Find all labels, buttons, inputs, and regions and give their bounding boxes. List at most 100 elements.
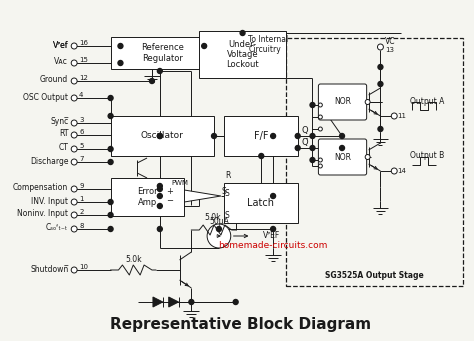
Text: S: S — [225, 189, 229, 197]
Text: +: + — [166, 187, 173, 195]
Circle shape — [233, 299, 238, 305]
Circle shape — [339, 133, 345, 138]
Circle shape — [377, 44, 383, 50]
Text: 16: 16 — [79, 40, 88, 46]
Circle shape — [207, 224, 231, 248]
Circle shape — [157, 133, 162, 138]
Text: CT: CT — [58, 144, 68, 152]
Circle shape — [202, 44, 207, 48]
Circle shape — [71, 95, 77, 101]
Text: 3: 3 — [79, 117, 83, 123]
Circle shape — [378, 127, 383, 132]
Text: Oscillator: Oscillator — [141, 132, 184, 140]
Text: Sync̅: Sync̅ — [50, 118, 68, 127]
Text: Error
Amp: Error Amp — [137, 187, 158, 207]
Text: Q: Q — [301, 127, 308, 135]
Circle shape — [310, 133, 315, 138]
Circle shape — [71, 159, 77, 165]
Circle shape — [319, 103, 322, 107]
Circle shape — [71, 60, 77, 66]
Circle shape — [295, 146, 300, 150]
Circle shape — [391, 113, 397, 119]
Circle shape — [71, 132, 77, 138]
Circle shape — [240, 30, 245, 35]
Text: Ground: Ground — [40, 75, 68, 85]
Circle shape — [71, 267, 77, 273]
Circle shape — [365, 100, 370, 104]
Text: Q̅: Q̅ — [301, 138, 308, 148]
Circle shape — [271, 133, 275, 138]
Circle shape — [157, 193, 162, 198]
Text: 9: 9 — [79, 183, 83, 189]
Circle shape — [71, 78, 77, 84]
Text: Reference
Regulator: Reference Regulator — [141, 43, 184, 63]
Text: 5: 5 — [79, 143, 83, 149]
Circle shape — [378, 81, 383, 87]
Text: 14: 14 — [397, 168, 406, 174]
Circle shape — [310, 103, 315, 107]
Text: 1: 1 — [79, 196, 83, 202]
Bar — [110, 178, 184, 216]
Circle shape — [259, 153, 264, 159]
Text: Output B: Output B — [410, 151, 444, 161]
Text: 12: 12 — [79, 75, 88, 81]
FancyBboxPatch shape — [319, 139, 367, 175]
Text: To Internal: To Internal — [248, 34, 289, 44]
Circle shape — [319, 158, 322, 162]
Circle shape — [157, 69, 162, 74]
Circle shape — [108, 95, 113, 101]
Text: 13: 13 — [385, 47, 394, 53]
Bar — [110, 116, 214, 156]
Text: 10: 10 — [79, 264, 88, 270]
Circle shape — [157, 204, 162, 208]
Polygon shape — [169, 297, 179, 307]
Circle shape — [157, 226, 162, 232]
Circle shape — [108, 226, 113, 232]
Text: NOR: NOR — [334, 152, 351, 162]
Text: Output A: Output A — [410, 98, 444, 106]
Circle shape — [157, 187, 162, 192]
Text: Noninv. Input: Noninv. Input — [17, 209, 68, 219]
Circle shape — [71, 146, 77, 152]
Text: RT: RT — [59, 130, 68, 138]
Bar — [286, 38, 463, 286]
Text: Under-
Voltage
Lockout: Under- Voltage Lockout — [226, 40, 259, 70]
Text: Discharge: Discharge — [30, 157, 68, 165]
Circle shape — [149, 78, 155, 84]
Circle shape — [71, 186, 77, 192]
Circle shape — [217, 226, 221, 232]
Text: NOR: NOR — [334, 98, 351, 106]
Circle shape — [108, 212, 113, 218]
Circle shape — [319, 115, 322, 119]
Text: Compensation: Compensation — [13, 183, 68, 193]
Text: −: − — [166, 196, 173, 206]
Text: 50μA: 50μA — [209, 217, 229, 225]
Circle shape — [310, 158, 315, 163]
Text: R: R — [225, 172, 230, 180]
Text: Shutdown̅: Shutdown̅ — [30, 265, 68, 273]
Text: 6: 6 — [79, 129, 83, 135]
Circle shape — [157, 183, 162, 189]
Text: Vᴾef: Vᴾef — [53, 41, 68, 49]
Text: 7: 7 — [79, 156, 83, 162]
Circle shape — [118, 60, 123, 65]
Text: Representative Block Diagram: Representative Block Diagram — [110, 317, 371, 332]
Circle shape — [378, 64, 383, 70]
Text: 11: 11 — [397, 113, 406, 119]
Text: Cₛₒᶠₜ₋ₜ: Cₛₒᶠₜ₋ₜ — [46, 223, 68, 233]
Circle shape — [108, 160, 113, 164]
Circle shape — [118, 44, 123, 48]
Text: 4: 4 — [79, 92, 83, 98]
Bar — [110, 37, 214, 69]
Text: VᴾEF: VᴾEF — [263, 232, 281, 240]
Bar — [224, 116, 298, 156]
Circle shape — [157, 133, 162, 138]
Circle shape — [71, 43, 77, 49]
Text: 5.0k: 5.0k — [125, 254, 142, 264]
Text: 2: 2 — [79, 209, 83, 215]
Text: 5.0k: 5.0k — [205, 213, 221, 222]
Text: VC: VC — [385, 36, 396, 45]
Text: INV. Input: INV. Input — [31, 196, 68, 206]
Circle shape — [211, 133, 217, 138]
Circle shape — [295, 133, 300, 138]
